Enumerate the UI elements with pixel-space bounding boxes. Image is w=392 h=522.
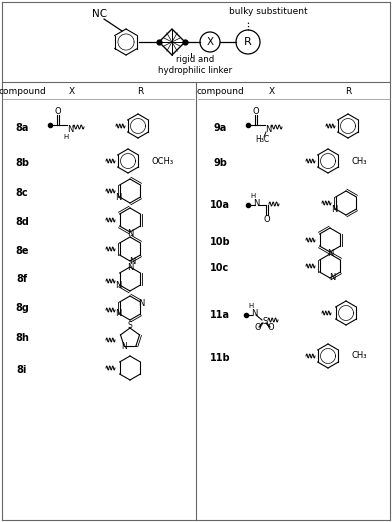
Text: N: N bbox=[115, 280, 122, 290]
Text: rigid and
hydrophilic linker: rigid and hydrophilic linker bbox=[158, 55, 232, 75]
Text: H: H bbox=[64, 134, 69, 140]
Text: NC: NC bbox=[93, 9, 107, 19]
Text: N: N bbox=[253, 198, 259, 208]
Text: X: X bbox=[207, 37, 214, 47]
Text: 8c: 8c bbox=[16, 188, 28, 198]
Text: O: O bbox=[264, 215, 270, 223]
Text: N: N bbox=[115, 310, 122, 318]
Text: N: N bbox=[251, 310, 257, 318]
Text: 10a: 10a bbox=[210, 200, 230, 210]
Text: N: N bbox=[265, 125, 271, 135]
Text: O: O bbox=[253, 106, 260, 115]
Text: N: N bbox=[127, 264, 133, 272]
Text: CH₃: CH₃ bbox=[352, 351, 367, 361]
Text: O: O bbox=[55, 106, 61, 115]
Text: compound: compound bbox=[0, 87, 46, 96]
Text: 8i: 8i bbox=[17, 365, 27, 375]
Text: H: H bbox=[250, 193, 256, 199]
Text: OCH₃: OCH₃ bbox=[152, 157, 174, 165]
Text: N: N bbox=[129, 256, 135, 266]
Text: N: N bbox=[327, 248, 333, 257]
Text: 8b: 8b bbox=[15, 158, 29, 168]
Text: 8f: 8f bbox=[16, 274, 27, 284]
Text: R: R bbox=[345, 87, 351, 96]
Text: 8g: 8g bbox=[15, 303, 29, 313]
Text: O: O bbox=[268, 324, 274, 333]
Text: N: N bbox=[127, 229, 133, 238]
Text: 8e: 8e bbox=[15, 246, 29, 256]
Text: 8d: 8d bbox=[15, 217, 29, 227]
Text: O: O bbox=[255, 324, 261, 333]
Text: N: N bbox=[331, 205, 338, 213]
Text: N: N bbox=[121, 341, 127, 351]
Text: S: S bbox=[128, 322, 132, 330]
Text: 8h: 8h bbox=[15, 333, 29, 343]
Text: H: H bbox=[249, 303, 254, 309]
Text: N: N bbox=[329, 274, 335, 282]
Text: N: N bbox=[67, 125, 73, 135]
Text: X: X bbox=[69, 87, 75, 96]
Text: 11a: 11a bbox=[210, 310, 230, 320]
Text: S: S bbox=[262, 317, 268, 326]
Text: compound: compound bbox=[196, 87, 244, 96]
Text: R: R bbox=[244, 37, 252, 47]
Text: R: R bbox=[137, 87, 143, 96]
Text: H₃C: H₃C bbox=[255, 135, 269, 144]
Text: N: N bbox=[115, 193, 122, 201]
Text: X: X bbox=[269, 87, 275, 96]
Text: 9a: 9a bbox=[213, 123, 227, 133]
Text: 8a: 8a bbox=[15, 123, 29, 133]
Text: 9b: 9b bbox=[213, 158, 227, 168]
Text: 10c: 10c bbox=[211, 263, 230, 273]
Text: N: N bbox=[138, 299, 145, 307]
Text: 11b: 11b bbox=[210, 353, 230, 363]
Text: bulky substituent: bulky substituent bbox=[229, 7, 307, 17]
Text: 10b: 10b bbox=[210, 237, 230, 247]
Text: CH₃: CH₃ bbox=[352, 157, 367, 165]
